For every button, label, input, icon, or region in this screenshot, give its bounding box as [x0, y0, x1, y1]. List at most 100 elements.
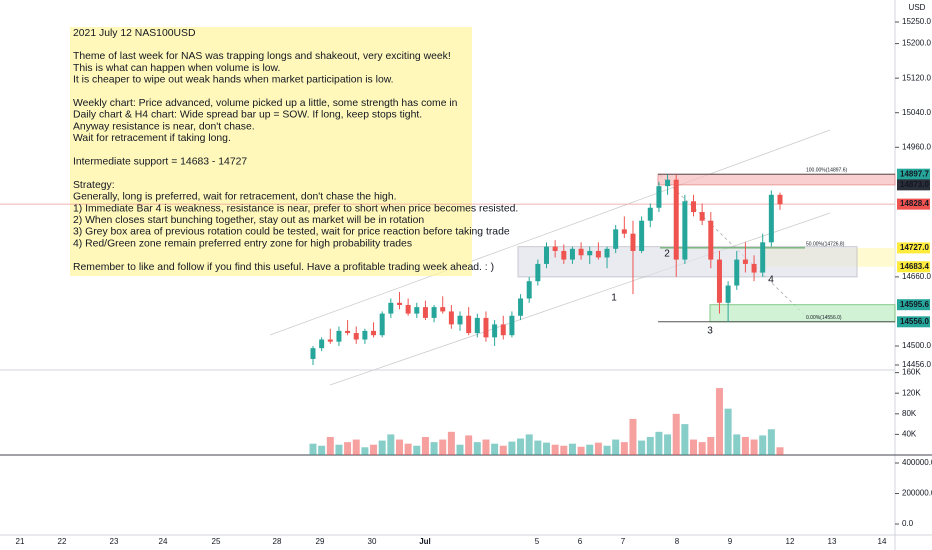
candle-body [353, 333, 359, 340]
note-line: Intermediate support = 14683 - 14727 [73, 156, 247, 167]
candle-body [336, 330, 342, 342]
volume-bar [715, 388, 723, 455]
price-tick-label: 14500.0 [902, 341, 931, 350]
price-tag [897, 179, 930, 191]
volume-bar [707, 436, 715, 455]
volume-bar [421, 436, 429, 455]
volume-bar [352, 439, 360, 455]
candle-body [405, 304, 411, 314]
candle-body [544, 246, 549, 264]
volume-bar [395, 439, 403, 455]
candle-body [509, 315, 515, 336]
date-label: 23 [110, 537, 119, 546]
note-line: Weekly chart: Price advanced, volume pic… [73, 98, 458, 109]
volume-bar [413, 445, 421, 455]
volume-bar [491, 443, 499, 455]
price-tag [897, 299, 930, 311]
volume-tick-label: 160K [902, 368, 921, 377]
wave-label: 1 [611, 293, 617, 304]
candle-body [474, 317, 480, 334]
price-tag [897, 198, 930, 210]
date-label: 22 [58, 537, 67, 546]
candle-body [569, 248, 575, 260]
candle-body [440, 307, 446, 312]
candle-body [518, 298, 524, 316]
date-label: 30 [368, 537, 377, 546]
volume-bar [525, 434, 533, 455]
resistance-zone [657, 173, 896, 186]
candle-body [535, 263, 541, 282]
volume-bar [465, 435, 473, 455]
volume-bar [698, 442, 706, 455]
date-label: Jul [419, 537, 431, 546]
date-label: 14 [878, 537, 887, 546]
candle-body [327, 339, 333, 342]
candle-body [431, 307, 437, 318]
volume-bar [560, 445, 568, 455]
volume-bar [439, 439, 447, 455]
note-line: Anyway resistance is near, don't chase. [73, 121, 255, 132]
volume-bar [594, 442, 602, 455]
volume-bar [335, 444, 343, 455]
note-line: 1) Immediate Bar 4 is weakness, resistan… [73, 203, 518, 214]
candle-body [742, 259, 748, 264]
price-tick-label: 14456.0 [902, 360, 931, 369]
price-tag-label: 14828.4 [900, 199, 929, 208]
date-label: 24 [159, 537, 168, 546]
note-line: 4) Red/Green zone remain preferred entry… [73, 238, 412, 249]
volume-bar [741, 436, 749, 455]
candle-body [345, 330, 351, 334]
volume-bar [750, 439, 758, 455]
wave-label: 3 [707, 326, 713, 337]
date-label: 5 [535, 537, 540, 546]
channel-line [269, 129, 831, 336]
volume-bar [733, 434, 741, 455]
candle-body [630, 233, 636, 251]
price-tag-label: 14727.0 [900, 243, 929, 252]
candle-body [673, 179, 679, 260]
candle-body [691, 201, 697, 213]
price-tag-label: 14897.7 [900, 169, 929, 178]
currency-label: USD [909, 3, 926, 12]
volume-bar [473, 442, 481, 455]
volume-bar [612, 439, 620, 455]
volume-bar [447, 431, 455, 455]
date-label: 7 [621, 537, 626, 546]
indicator-tick-label: 400000.0 [902, 458, 932, 467]
volume-bar [430, 442, 438, 455]
candle-body [604, 248, 610, 258]
volume-bar [568, 443, 576, 455]
price-tick-label: 14960.0 [902, 142, 931, 151]
volume-bar [378, 440, 386, 455]
support-zone [709, 304, 896, 323]
candle-body [613, 229, 619, 249]
date-label: 8 [675, 537, 680, 546]
volume-bar [508, 441, 516, 455]
wave-label: 2 [664, 249, 670, 260]
volume-bar [603, 445, 611, 455]
volume-bar [344, 442, 352, 455]
date-label: 9 [728, 537, 733, 546]
candle-body [708, 220, 714, 260]
candle-body [310, 348, 316, 359]
note-line: Generally, long is preferred, wait for r… [73, 192, 397, 203]
volume-bar [543, 442, 550, 455]
volume-bar [517, 438, 525, 455]
candle-body [768, 194, 774, 243]
channel-line [329, 212, 831, 386]
indicator-tick-label: 200000.0 [902, 489, 932, 498]
wave-label: 4 [768, 275, 774, 286]
volume-bar [681, 424, 689, 455]
price-tag [897, 316, 930, 328]
candle-body [500, 324, 506, 336]
volume-bar [629, 418, 637, 455]
note-line: It is cheaper to wipe out weak hands whe… [73, 75, 394, 86]
price-tag [897, 261, 930, 273]
candle-body [448, 311, 454, 325]
volume-bar [620, 442, 628, 455]
price-tick-label: 15040.0 [902, 108, 931, 117]
candle-body [656, 186, 662, 208]
candle-body [578, 248, 584, 256]
volume-bar [551, 444, 559, 455]
candle-body [587, 250, 593, 256]
